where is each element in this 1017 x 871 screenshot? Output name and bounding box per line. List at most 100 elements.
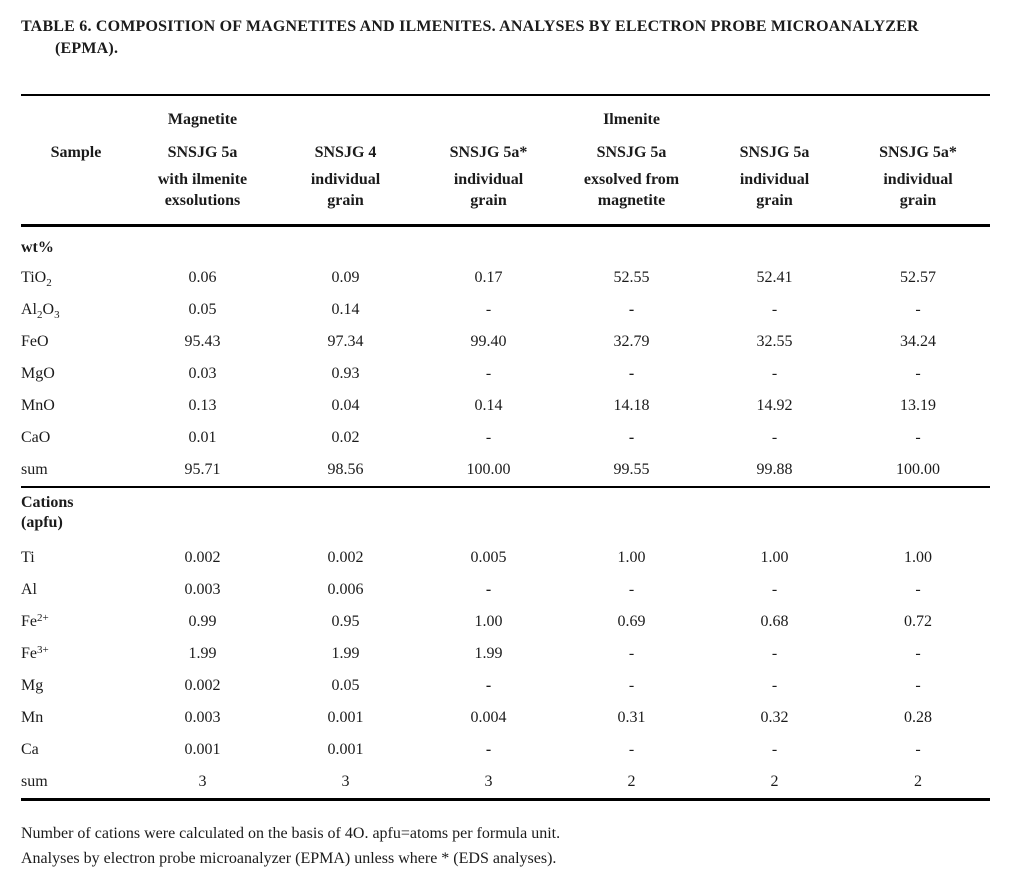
column-desc-4: exsolved from magnetite [583, 171, 680, 209]
table-cell: 0.95 [331, 613, 360, 630]
table-cell: 2 [627, 773, 636, 790]
table-header: Magnetite Ilmenite Sample SNSJG 5a SNSJG… [21, 95, 990, 226]
table-cell: 99.88 [756, 461, 793, 478]
table-cell: 0.28 [904, 709, 932, 726]
table-cell: - [485, 677, 492, 694]
table-cell: 0.68 [760, 613, 789, 630]
table-cell: 14.92 [756, 397, 793, 414]
table-cell: - [915, 301, 921, 318]
table-cell: - [485, 301, 492, 318]
table-cell: - [485, 581, 492, 598]
row-label: Mg [21, 677, 44, 694]
table-cell: 52.57 [900, 269, 936, 286]
table-cell: 0.003 [184, 709, 221, 726]
table-row: sum 95.71 98.56 100.00 99.55 99.88 100.00 [21, 454, 990, 487]
table-row: MnO 0.13 0.04 0.14 14.18 14.92 13.19 [21, 390, 990, 422]
table-cell: 3 [198, 773, 207, 790]
table-cell: - [771, 301, 778, 318]
section-label-row: wt% [21, 226, 990, 263]
table-cell: - [771, 677, 778, 694]
table-row: TiO2 0.06 0.09 0.17 52.55 52.41 52.57 [21, 262, 990, 294]
table-cell: 3 [341, 773, 350, 790]
table-cell: 98.56 [327, 461, 364, 478]
table-cell: 0.93 [331, 365, 360, 382]
table-cell: - [915, 645, 921, 662]
table-cell: - [915, 677, 921, 694]
table-cell: 0.003 [184, 581, 221, 598]
column-header-6: SNSJG 5a* [879, 144, 957, 161]
table-cell: 0.01 [188, 429, 217, 446]
table-cell: 34.24 [900, 333, 936, 350]
table-cell: 0.001 [184, 741, 221, 758]
table-cell: 0.001 [327, 741, 364, 758]
row-label: Ca [21, 741, 39, 758]
section-label: wt% [21, 239, 54, 256]
table-cell: - [915, 741, 921, 758]
sample-description-row: with ilmenite exsolutions individual gra… [21, 163, 990, 226]
table-cell: 0.32 [760, 709, 789, 726]
table-cell: 3 [484, 773, 493, 790]
row-label: Fe3+ [21, 644, 49, 663]
table-cell: 97.34 [327, 333, 364, 350]
table-row: Mn 0.003 0.001 0.004 0.31 0.32 0.28 [21, 702, 990, 734]
sample-column-header: Sample [50, 144, 102, 161]
row-label: MnO [21, 397, 55, 414]
table-cell: - [628, 645, 635, 662]
composition-table: Magnetite Ilmenite Sample SNSJG 5a SNSJG… [21, 94, 990, 801]
table-cell: 100.00 [466, 461, 511, 478]
table-row: Al 0.003 0.006 - - - - [21, 574, 990, 606]
mineral-group-row: Magnetite Ilmenite [21, 95, 990, 131]
table-caption: TABLE 6. COMPOSITION OF MAGNETITES AND I… [21, 16, 993, 60]
table-cell: - [628, 581, 635, 598]
row-label: Al2O3 [21, 301, 60, 321]
table-cell: 0.13 [188, 397, 217, 414]
table-cell: 95.43 [184, 333, 221, 350]
table-cell: 0.31 [617, 709, 646, 726]
table-cell: 0.02 [331, 429, 360, 446]
table-cell: 0.06 [188, 269, 217, 286]
table-cell: - [771, 581, 778, 598]
table-section-wt: wt% TiO2 0.06 0.09 0.17 52.55 52.41 52.57 Al2O3 0… [21, 226, 990, 487]
table-cell: 0.006 [327, 581, 364, 598]
table-row: Ti 0.002 0.002 0.005 1.00 1.00 1.00 [21, 542, 990, 574]
row-label: TiO2 [21, 269, 52, 289]
table-row: Fe3+ 1.99 1.99 1.99 - - - [21, 638, 990, 670]
table-cell: - [915, 429, 921, 446]
sample-id-row: Sample SNSJG 5a SNSJG 4 SNSJG 5a* SNSJG … [21, 131, 990, 163]
row-label: Ti [21, 549, 35, 566]
table-cell: 1.99 [474, 645, 503, 662]
table-cell: - [628, 301, 635, 318]
table-cell: - [485, 741, 492, 758]
table-cell: 52.55 [613, 269, 650, 286]
row-label: Fe2+ [21, 612, 49, 631]
table-row: Mg 0.002 0.05 - - - - [21, 670, 990, 702]
table-row: MgO 0.03 0.93 - - - - [21, 358, 990, 390]
table-cell: - [915, 365, 921, 382]
table-cell: 0.001 [327, 709, 364, 726]
row-label: CaO [21, 429, 51, 446]
table-cell: - [915, 581, 921, 598]
table-cell: - [485, 429, 492, 446]
table-cell: 0.04 [331, 397, 360, 414]
table-cell: 1.00 [617, 549, 646, 566]
column-header-5: SNSJG 5a [739, 144, 810, 161]
row-label: MgO [21, 365, 55, 382]
footnote: Number of cations were calculated on the… [21, 825, 561, 842]
table-cell: - [771, 365, 778, 382]
table-cell: 1.00 [904, 549, 932, 566]
table-cell: 95.71 [184, 461, 221, 478]
column-header-3: SNSJG 5a* [449, 144, 528, 161]
column-desc-6: individual grain [883, 171, 953, 209]
table-cell: 99.55 [613, 461, 650, 478]
table-cell: 2 [914, 773, 922, 790]
table-row: CaO 0.01 0.02 - - - - [21, 422, 990, 454]
table-cell: 0.005 [470, 549, 507, 566]
table-row: Al2O3 0.05 0.14 - - - - [21, 294, 990, 326]
table-cell: 0.002 [184, 549, 221, 566]
table-cell: - [485, 365, 492, 382]
footnote: Analyses by electron probe microanalyzer… [21, 850, 557, 867]
table-cell: - [628, 365, 635, 382]
table-cell: 1.00 [474, 613, 503, 630]
column-header-2: SNSJG 4 [314, 144, 377, 161]
